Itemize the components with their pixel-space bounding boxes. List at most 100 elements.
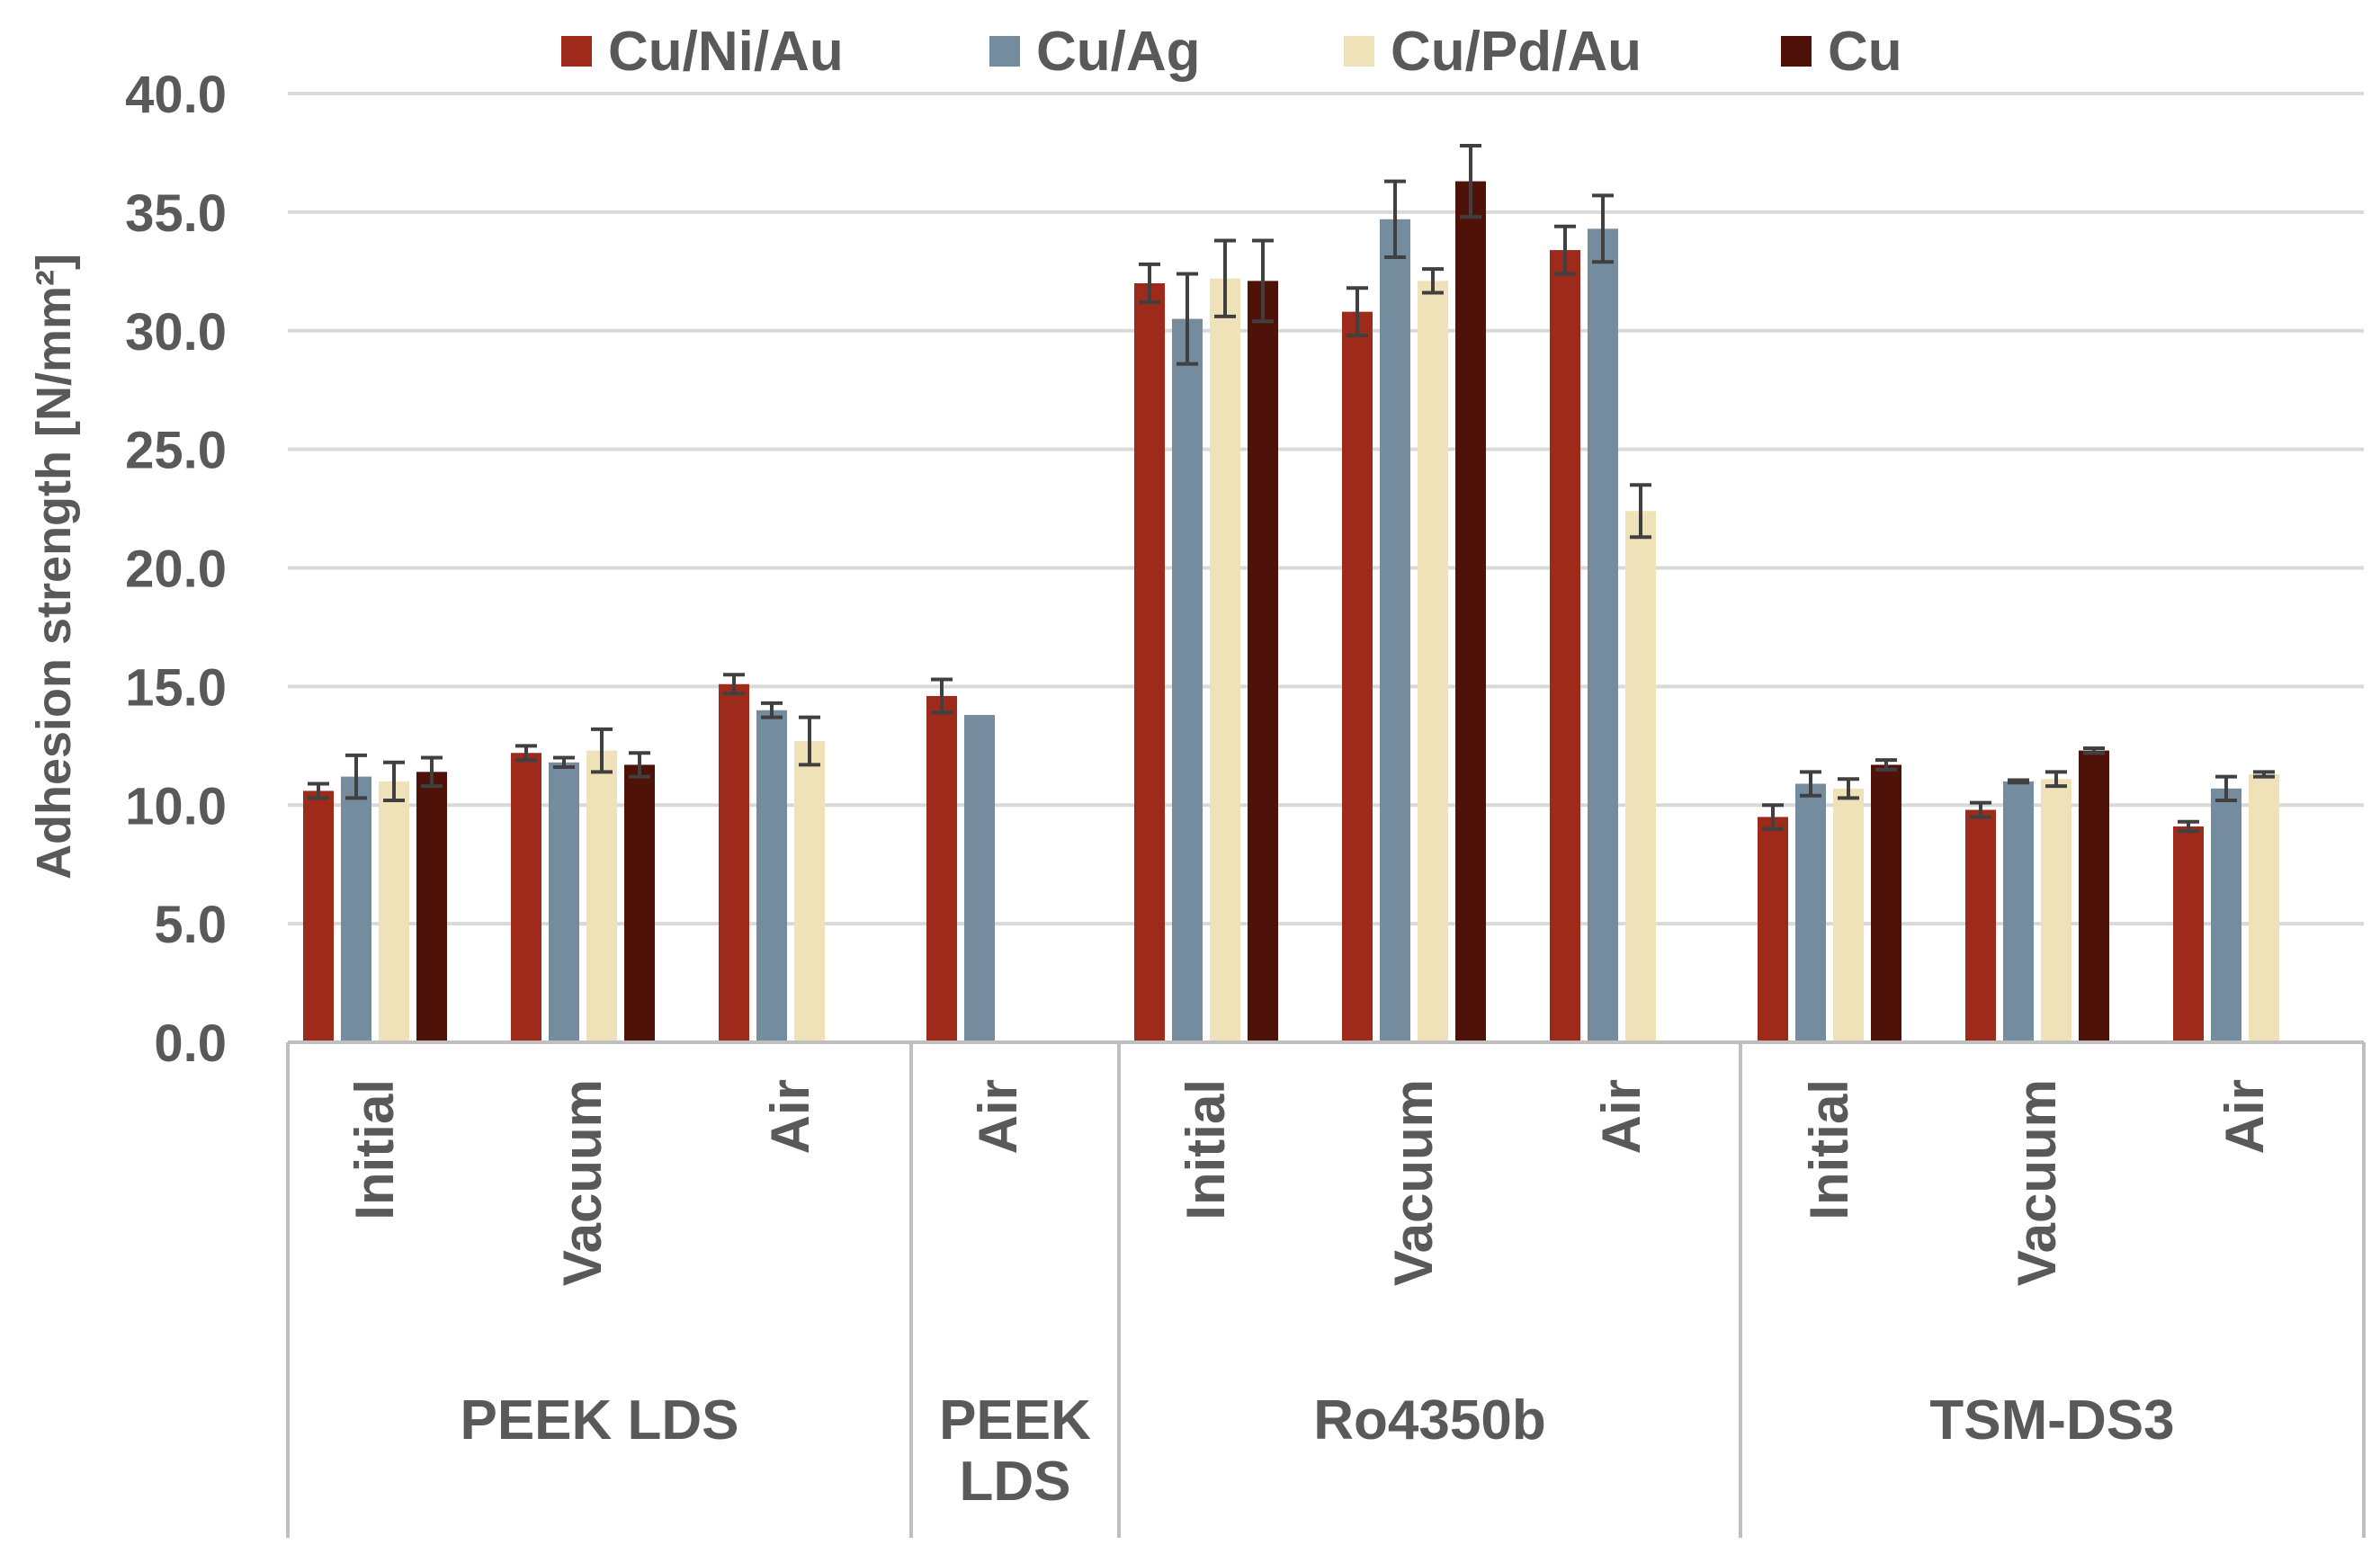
error-bar [1139, 262, 1160, 305]
bar-cu-ni-au [1134, 283, 1165, 1042]
x-category-label: Initial [1799, 1079, 1859, 1220]
error-bar [1347, 286, 1368, 338]
bar-cu-ag [1380, 219, 1410, 1043]
error-bar [2045, 770, 2067, 789]
error-bar [1800, 770, 1821, 798]
bar-cu [416, 772, 447, 1042]
legend-swatch [989, 36, 1020, 67]
bar-cu-ag [1172, 318, 1203, 1042]
error-bar [1214, 238, 1236, 318]
bar-cu-ni-au [511, 753, 541, 1042]
bar-cu-ni-au [2173, 826, 2204, 1042]
x-category-label: Air [2214, 1079, 2275, 1154]
y-axis-label: Adhesion strength [N/mm²] [27, 254, 81, 880]
y-tick-label: 30.0 [125, 303, 227, 362]
bar-cu-pd-au [1833, 788, 1864, 1042]
x-category-label: Initial [1176, 1079, 1236, 1220]
error-bar [1970, 800, 1991, 819]
legend-label: Cu/Ag [1036, 21, 1201, 83]
error-bar [553, 755, 575, 770]
x-category-label: Air [968, 1079, 1028, 1154]
legend-label: Cu [1828, 21, 1902, 83]
y-tick-label: 25.0 [125, 422, 227, 480]
x-group-label: TSM-DS3 [1929, 1389, 2174, 1451]
error-bar [2253, 770, 2275, 779]
error-bar [1554, 224, 1576, 276]
legend-swatch [561, 36, 592, 67]
bar-cu-ni-au [1342, 311, 1373, 1042]
error-bar [2083, 746, 2105, 755]
bar-cu-ag [964, 715, 995, 1042]
bar-cu [1248, 281, 1278, 1042]
x-category-label: Vacuum [2007, 1079, 2067, 1286]
y-axis-ticks: 0.0 5.0 10.0 15.0 20.0 25.0 30.0 35.0 40.0 [125, 66, 227, 1073]
bar-cu-pd-au [2249, 773, 2279, 1042]
error-bar [591, 727, 613, 774]
y-tick-label: 40.0 [125, 66, 227, 124]
bar-cu-ag [549, 762, 579, 1042]
bar-cu-ag [341, 776, 371, 1042]
bar-cu-ag [1588, 228, 1618, 1042]
x-category-label: Vacuum [552, 1079, 613, 1286]
bar-cu-pd-au [379, 781, 409, 1042]
error-bar [2178, 819, 2199, 834]
bar-cu-ni-au [926, 695, 957, 1042]
bar-cu [1871, 764, 1901, 1042]
legend-label: Cu/Ni/Au [608, 21, 844, 83]
bar-cu-pd-au [1210, 278, 1240, 1043]
bar-cu-ni-au [1550, 250, 1580, 1042]
error-bar [761, 701, 783, 719]
y-tick-label: 35.0 [125, 184, 227, 243]
error-bar [1252, 238, 1274, 324]
bar-cu-ag [1795, 783, 1826, 1042]
error-bar [308, 782, 329, 800]
bar-cu-ag [2003, 781, 2034, 1042]
error-bars [308, 144, 2275, 834]
bar-cu-pd-au [586, 750, 617, 1042]
error-bar [629, 751, 650, 779]
bars [303, 181, 2279, 1043]
y-tick-label: 0.0 [154, 1014, 227, 1073]
x-category-label: Air [760, 1079, 820, 1154]
y-tick-label: 10.0 [125, 777, 227, 835]
y-tick-label: 5.0 [154, 896, 227, 954]
bar-cu-ag [2211, 788, 2241, 1042]
error-bar [1630, 483, 1651, 540]
legend-swatch [1781, 36, 1812, 67]
legend-label: Cu/Pd/Au [1391, 21, 1642, 83]
error-bar [1762, 803, 1784, 831]
bar-cu [1455, 181, 1486, 1042]
bar-cu-pd-au [2041, 779, 2071, 1042]
error-bar [345, 753, 367, 800]
error-bar [1460, 144, 1481, 219]
bar-cu-ni-au [1758, 817, 1788, 1042]
error-bar [421, 755, 443, 789]
bar-cu-pd-au [1418, 281, 1448, 1042]
bar-cu-ni-au [719, 683, 749, 1042]
error-bar [799, 715, 820, 767]
error-bar [1838, 777, 1859, 800]
error-bar [2008, 778, 2029, 785]
error-bar [723, 673, 745, 696]
bar-cu-pd-au [794, 741, 825, 1042]
x-group-label: Ro4350b [1313, 1389, 1545, 1451]
error-bar [515, 744, 537, 763]
x-category-label: Initial [344, 1079, 405, 1220]
error-bar [1875, 758, 1897, 772]
error-bar [931, 677, 953, 715]
error-bar [1177, 272, 1198, 366]
error-bar [2215, 774, 2237, 802]
x-group-label: PEEK LDS [460, 1389, 738, 1451]
y-tick-label: 20.0 [125, 540, 227, 599]
y-tick-label: 15.0 [125, 658, 227, 717]
error-bar [1592, 193, 1614, 264]
error-bar [383, 760, 405, 802]
bar-cu-ni-au [1965, 809, 1996, 1042]
bar-cu-ag [756, 710, 787, 1042]
bar-cu [624, 764, 655, 1042]
x-category-label: Vacuum [1383, 1079, 1444, 1286]
x-axis: Initial Vacuum Air Air Initial Vacuum Air Initi… [286, 1041, 2366, 1538]
legend-swatch [1344, 36, 1374, 67]
bar-cu-ni-au [303, 790, 334, 1042]
